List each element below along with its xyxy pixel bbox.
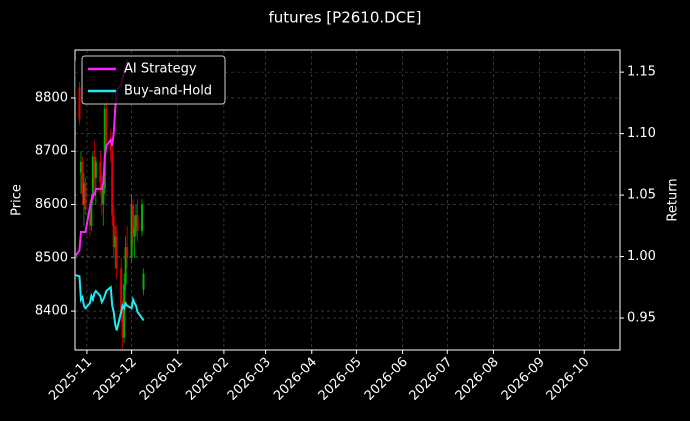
y2-tick-label: 1.05 <box>627 188 656 203</box>
candle-body <box>126 247 129 258</box>
candle-body <box>135 215 138 226</box>
y2-tick-label: 1.00 <box>627 249 656 264</box>
legend-label: AI Strategy <box>124 62 197 77</box>
candle-body <box>123 284 126 338</box>
candle-body <box>120 268 123 312</box>
x-tick-label: 2026-07 <box>407 355 456 404</box>
candle-body <box>93 156 96 178</box>
plot-frame <box>74 49 621 351</box>
candle-body <box>82 183 85 205</box>
x-tick-label: 2025-12 <box>91 355 140 404</box>
candle-body <box>124 247 127 285</box>
candle-body <box>78 87 81 120</box>
candle-body <box>114 236 117 248</box>
x-tick-label: 2026-08 <box>453 355 502 404</box>
legend-label: Buy-and-Hold <box>124 84 212 99</box>
y2-axis-label: Return <box>666 178 681 221</box>
candle-body <box>109 140 112 152</box>
candle-body <box>136 215 139 232</box>
x-tick-label: 2026-10 <box>544 355 593 404</box>
candle-body <box>91 156 94 200</box>
candle-body <box>111 151 114 216</box>
candle-body <box>90 199 93 226</box>
candle-body <box>99 161 102 184</box>
x-tick-label: 2026-04 <box>271 355 320 404</box>
candle-body <box>112 215 115 248</box>
y-tick-label: 8400 <box>35 304 68 319</box>
chart-title: futures [P2610.DCE] <box>268 9 421 27</box>
x-tick-label: 2026-06 <box>362 355 411 404</box>
x-tick-label: 2025-11 <box>46 355 95 404</box>
candle-body <box>121 311 124 338</box>
candle-body <box>142 273 145 290</box>
y2-tick-label: 1.15 <box>627 65 656 80</box>
candle-body <box>81 161 84 194</box>
candle-body <box>103 108 106 189</box>
candle-body <box>132 204 135 237</box>
y-tick-label: 8600 <box>35 197 68 212</box>
candle-body <box>79 161 82 173</box>
y-tick-label: 8800 <box>35 90 68 105</box>
return-line <box>75 274 145 331</box>
y2-tick-label: 1.10 <box>627 126 656 141</box>
y-tick-label: 8500 <box>35 250 68 265</box>
candle-body <box>84 183 87 210</box>
legend-box <box>81 55 226 105</box>
candle-body <box>130 204 133 258</box>
x-tick-label: 2026-09 <box>499 355 548 404</box>
candle-body <box>94 161 97 178</box>
candle-body <box>75 76 76 88</box>
x-tick-label: 2026-02 <box>183 355 232 404</box>
x-tick-label: 2026-01 <box>137 355 186 404</box>
candle-body <box>115 236 118 269</box>
candle-body <box>133 225 136 237</box>
candle-body <box>100 183 103 205</box>
candle-body <box>102 188 105 205</box>
candle-body <box>105 108 108 141</box>
y-axis-label: Price <box>10 184 25 216</box>
candle-body <box>141 204 144 232</box>
x-tick-label: 2026-05 <box>316 355 365 404</box>
x-tick-label: 2026-03 <box>225 355 274 404</box>
candle-body <box>88 209 91 226</box>
y-tick-label: 8700 <box>35 144 68 159</box>
y2-tick-label: 0.95 <box>627 311 656 326</box>
